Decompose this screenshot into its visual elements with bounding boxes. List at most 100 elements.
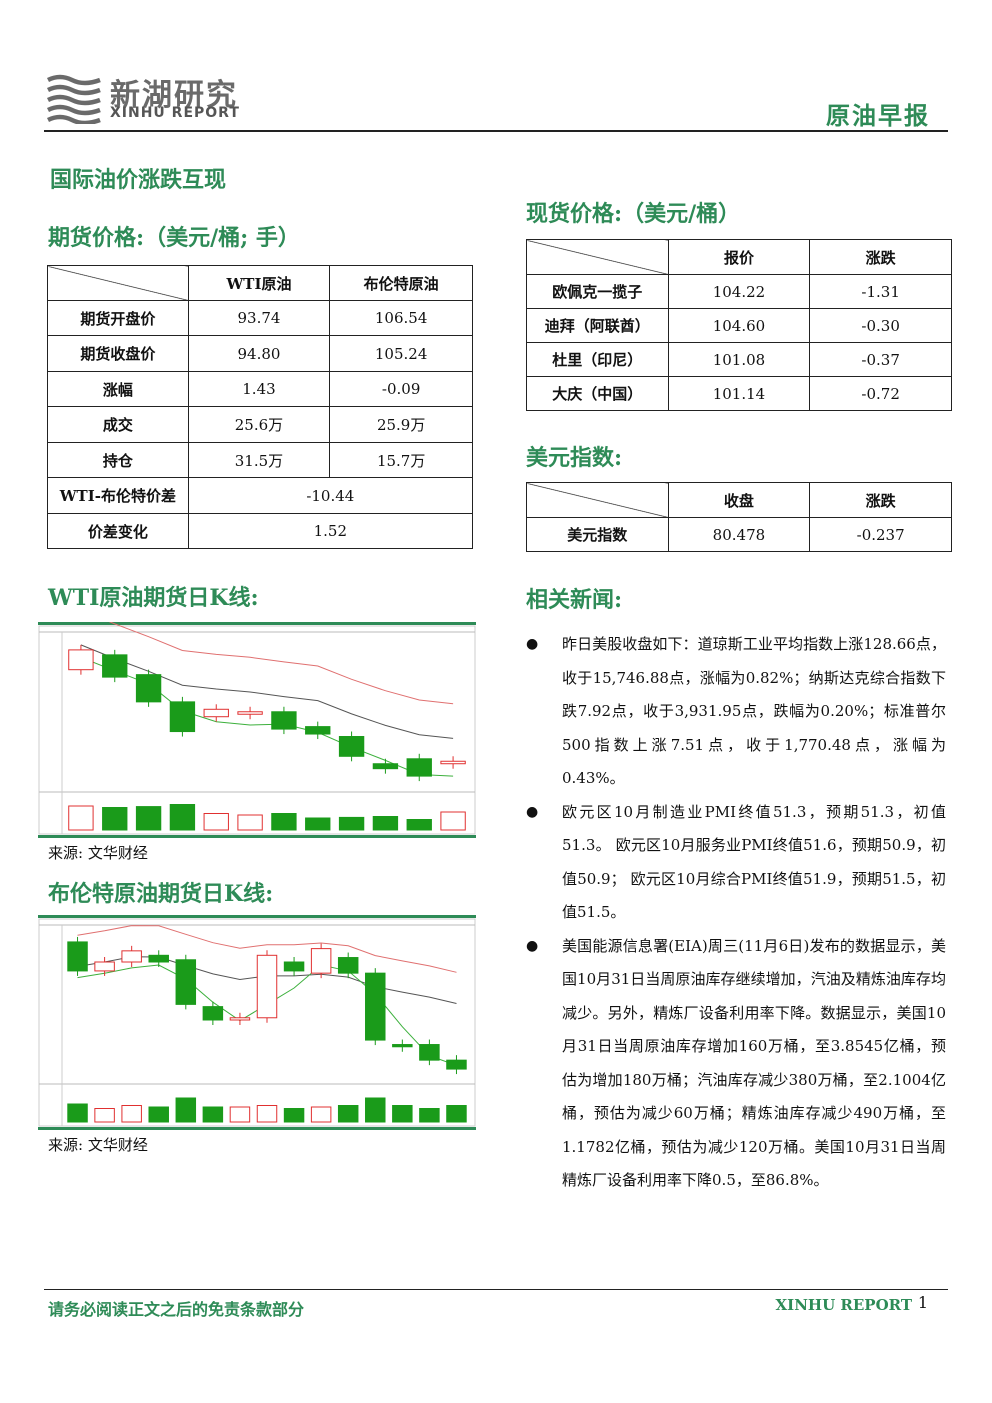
candle (203, 708, 229, 718)
usd-index-table: 收盘 涨跌 美元指数 80.478 -0.237 (526, 482, 952, 552)
news-text: 欧元区10月制造业PMI终值51.3，预期51.3，初值51.3。 欧元区10月… (562, 802, 946, 922)
footer-brand: XINHU REPORT (775, 1296, 912, 1314)
volume-bar (419, 1108, 440, 1123)
header-rule (44, 130, 948, 132)
candle (121, 950, 142, 963)
volume-bar (237, 814, 263, 831)
cell-wti: 25.6万 (187, 406, 331, 443)
futures-table: WTI原油 布伦特原油 期货开盘价 93.74 106.54 期货收盘价 94.… (47, 265, 474, 549)
volume-bar (338, 816, 365, 831)
candle (135, 674, 162, 703)
volume-bar (102, 807, 128, 831)
table-row: 大庆（中国） 101.14 -0.72 (526, 376, 952, 411)
candle (68, 649, 94, 671)
row-label: 成交 (47, 406, 189, 443)
bullet-icon: ● (526, 803, 539, 820)
volume-bar (337, 1105, 359, 1123)
main-title: 国际油价涨跌互现 (50, 167, 227, 193)
volume-bar (365, 1097, 386, 1123)
ma-line-upper (108, 622, 454, 705)
cell-wti: 94.80 (187, 335, 331, 372)
row-label: 持仓 (47, 442, 189, 478)
bullet-icon: ● (526, 937, 539, 954)
table-row: 成交 25.6万 25.9万 (47, 406, 473, 443)
usd-col-change: 涨跌 (809, 482, 952, 518)
cell-change: -0.72 (809, 376, 952, 411)
volume-bar (372, 816, 399, 831)
volume-bar (440, 811, 466, 831)
cell-brent: -0.09 (329, 371, 473, 407)
volume-bar (283, 1108, 305, 1123)
table-row: 欧佩克一揽子 104.22 -1.31 (526, 274, 952, 309)
spot-table: 报价 涨跌 欧佩克一揽子 104.22 -1.31 迪拜（阿联酋） 104.60… (526, 239, 952, 411)
volume-bar (169, 804, 196, 831)
candle (94, 961, 115, 972)
candle (67, 941, 88, 972)
candle (169, 701, 196, 733)
table-row: WTI-布伦特价差 -10.44 (47, 477, 474, 514)
candle (440, 760, 466, 765)
logo-cn: 新湖研究 (110, 78, 238, 113)
spot-col-change: 涨跌 (809, 239, 952, 275)
footer-rule (44, 1289, 948, 1290)
volume-bar (406, 819, 432, 831)
cell-brent: 106.54 (329, 300, 473, 336)
spot-col-price: 报价 (667, 239, 811, 275)
candle (202, 1006, 224, 1021)
volume-bar (271, 813, 297, 831)
cell-price: 104.60 (667, 308, 811, 343)
row-label: 杜里（印尼） (526, 342, 669, 377)
chart-top-rule (38, 622, 476, 625)
table-row: 期货收盘价 94.80 105.24 (47, 335, 473, 372)
news-title: 相关新闻: (526, 587, 623, 613)
table-row: 迪拜（阿联酋） 104.60 -0.30 (526, 308, 952, 343)
volume-bar (392, 1105, 413, 1123)
logo: 新湖研究 XINHU REPORT (44, 70, 244, 126)
ma-line-upper (77, 925, 457, 973)
wti-kline-chart (38, 622, 476, 835)
candle (406, 758, 432, 777)
wti-chart (38, 622, 476, 838)
wti-source: 来源: 文华财经 (48, 844, 148, 862)
list-item: ● 美国能源信息署(EIA)周三(11月6日)发布的数据显示，美国10月31日当… (526, 930, 946, 1198)
volume-bar (256, 1105, 278, 1123)
volume-bar (203, 813, 229, 831)
futures-title: 期货价格:（美元/桶; 手） (48, 225, 300, 251)
cell-brent: 105.24 (329, 335, 473, 372)
volume-bar (68, 805, 94, 831)
candle (305, 726, 331, 735)
cell-change: -0.237 (809, 517, 952, 552)
candle (392, 1044, 413, 1048)
volume-bar (175, 1097, 197, 1123)
cell-price: 101.14 (667, 376, 811, 411)
cell-wti: 93.74 (187, 300, 331, 336)
candle (175, 959, 197, 1005)
row-label: 美元指数 (526, 517, 669, 552)
cell-price: 104.22 (667, 274, 811, 309)
table-row: 美元指数 80.478 -0.237 (526, 517, 952, 552)
candle (283, 961, 305, 972)
news-text: 美国能源信息署(EIA)周三(11月6日)发布的数据显示，美国10月31日当周原… (562, 936, 946, 1190)
candle (256, 954, 278, 1019)
chart-frame (38, 918, 476, 1127)
table-row: 价差变化 1.52 (47, 513, 474, 549)
row-label: 欧佩克一揽子 (526, 274, 669, 309)
cell-wti: 1.43 (187, 371, 331, 407)
volume-bar (310, 1106, 332, 1123)
candle (102, 654, 128, 678)
volume-bar (305, 817, 331, 831)
candle (229, 1017, 251, 1021)
candle (148, 954, 169, 963)
usd-corner (526, 482, 669, 518)
row-label: 迪拜（阿联酋） (526, 308, 669, 343)
brent-source: 来源: 文华财经 (48, 1136, 148, 1154)
table-row: 涨幅 1.43 -0.09 (47, 371, 473, 407)
news-list: ● 昨日美股收盘如下：道琼斯工业平均指数上涨128.66点，收于15,746.8… (526, 628, 946, 1198)
candle (446, 1059, 467, 1070)
futures-corner (47, 265, 189, 301)
candle (271, 711, 297, 730)
cell-change: -1.31 (809, 274, 952, 309)
spot-corner (526, 239, 669, 275)
list-item: ● 昨日美股收盘如下：道琼斯工业平均指数上涨128.66点，收于15,746.8… (526, 628, 946, 796)
table-row: 持仓 31.5万 15.7万 (47, 442, 473, 478)
